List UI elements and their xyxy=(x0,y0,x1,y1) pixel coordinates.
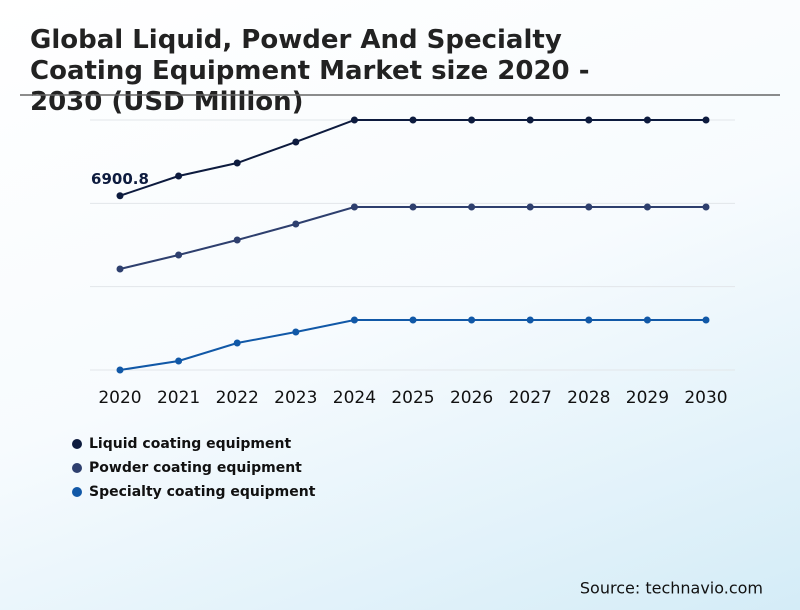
data-point xyxy=(116,366,124,374)
x-tick-label: 2022 xyxy=(216,388,259,408)
legend-marker xyxy=(72,463,82,473)
data-point xyxy=(702,203,710,211)
data-point xyxy=(116,265,124,273)
data-point xyxy=(350,203,358,211)
legend-label: Powder coating equipment xyxy=(89,460,302,476)
data-point xyxy=(585,116,593,124)
series-line xyxy=(119,119,706,197)
data-point xyxy=(233,339,241,347)
series-line xyxy=(119,205,706,270)
data-point xyxy=(175,172,183,180)
legend-marker xyxy=(72,439,82,449)
x-tick-label: 2024 xyxy=(333,388,376,408)
data-point xyxy=(350,316,358,324)
x-tick-label: 2025 xyxy=(391,388,434,408)
data-point xyxy=(468,203,476,211)
x-tick-label: 2021 xyxy=(157,388,200,408)
data-point xyxy=(468,116,476,124)
data-point xyxy=(468,316,476,324)
data-point xyxy=(409,203,417,211)
data-point xyxy=(292,220,300,228)
data-point xyxy=(643,203,651,211)
x-tick-label: 2020 xyxy=(98,388,141,408)
legend-label: Liquid coating equipment xyxy=(89,436,291,452)
data-point xyxy=(116,192,124,200)
data-point xyxy=(526,116,534,124)
data-point xyxy=(643,116,651,124)
data-point xyxy=(526,316,534,324)
x-tick-label: 2026 xyxy=(450,388,493,408)
data-point xyxy=(702,116,710,124)
data-point xyxy=(175,251,183,259)
series-line xyxy=(119,319,706,371)
data-label: 6900.8 xyxy=(91,170,149,188)
legend-label: Specialty coating equipment xyxy=(89,484,316,500)
data-point xyxy=(585,203,593,211)
data-point xyxy=(585,316,593,324)
legend-marker xyxy=(72,487,82,497)
data-point xyxy=(526,203,534,211)
data-point xyxy=(350,116,358,124)
data-point xyxy=(643,316,651,324)
x-tick-label: 2030 xyxy=(684,388,727,408)
data-point xyxy=(292,138,300,146)
data-point xyxy=(233,236,241,244)
x-tick-label: 2029 xyxy=(626,388,669,408)
data-point xyxy=(409,116,417,124)
x-tick-label: 2027 xyxy=(509,388,552,408)
chart-title: Global Liquid, Powder And Specialty Coat… xyxy=(30,25,590,117)
x-tick-label: 2023 xyxy=(274,388,317,408)
data-point xyxy=(175,357,183,365)
source: Source: technavio.com xyxy=(580,579,763,598)
data-point xyxy=(233,159,241,167)
data-point xyxy=(702,316,710,324)
data-point xyxy=(409,316,417,324)
data-point xyxy=(292,328,300,336)
x-tick-label: 2028 xyxy=(567,388,610,408)
